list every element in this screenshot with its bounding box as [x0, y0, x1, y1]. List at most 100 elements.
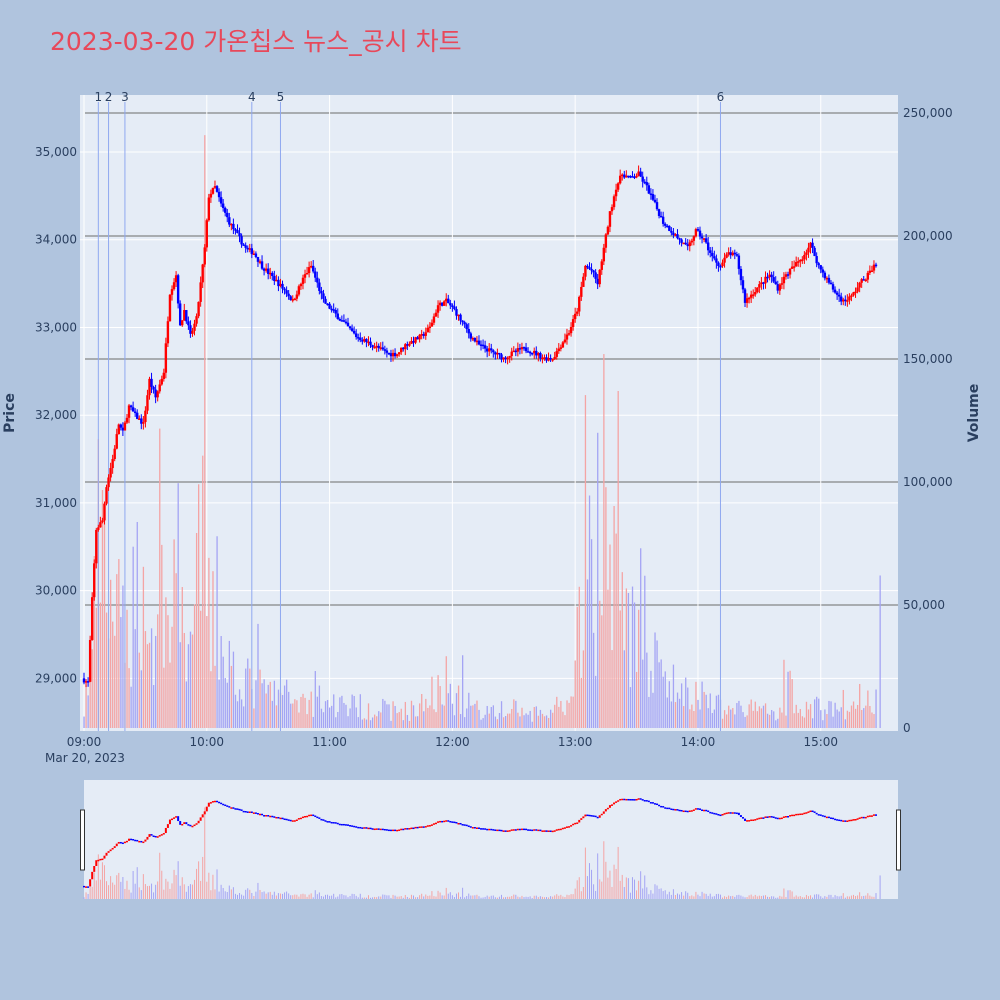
preview-volume-bar — [732, 895, 734, 899]
preview-volume-bar — [455, 893, 457, 899]
preview-candle — [549, 830, 552, 832]
preview-candle — [862, 816, 865, 819]
candle-body — [285, 290, 288, 294]
preview-volume-bar — [738, 894, 740, 899]
volume-bar — [703, 691, 705, 728]
preview-volume-bar — [224, 891, 226, 899]
candle-body — [682, 242, 685, 245]
preview-candle — [635, 798, 638, 801]
preview-volume-bar — [374, 896, 376, 899]
preview-volume-bar — [736, 895, 738, 899]
volume-bar — [263, 679, 265, 728]
preview-candle — [140, 840, 143, 843]
x-axis-date-label: Mar 20, 2023 — [45, 751, 125, 765]
preview-candle — [449, 820, 452, 823]
preview-candle — [107, 851, 110, 853]
volume-bar — [408, 720, 411, 728]
candle-body — [271, 272, 274, 277]
preview-candle — [637, 798, 640, 800]
candle-body — [709, 250, 712, 253]
preview-volume-bar — [601, 881, 603, 899]
volume-bar — [537, 715, 540, 728]
volume-bar — [371, 717, 374, 728]
preview-volume-bar — [106, 881, 108, 899]
volume-bar — [234, 694, 237, 728]
volume-bar — [732, 708, 734, 728]
preview-candle — [132, 839, 135, 841]
volume-bar — [290, 703, 292, 728]
volume-bar — [220, 636, 222, 728]
candle-body — [745, 298, 749, 303]
volume-bar — [844, 719, 847, 728]
preview-candle — [696, 808, 699, 810]
candle-body — [459, 314, 462, 321]
preview-volume-bar — [846, 896, 848, 899]
preview-volume-bar — [797, 896, 799, 899]
preview-volume-bar — [388, 895, 390, 899]
volume-bar — [283, 685, 286, 728]
volume-bar — [678, 698, 681, 728]
volume-bar — [226, 682, 228, 728]
candle-body — [440, 302, 444, 306]
volume-bar — [173, 539, 175, 728]
preview-volume-bar — [523, 897, 525, 899]
preview-candle — [551, 830, 554, 833]
candle-body — [780, 283, 784, 285]
candle-body — [430, 322, 434, 327]
preview-volume-bar — [631, 877, 633, 899]
preview-candle — [586, 814, 589, 817]
volume-bar — [795, 704, 797, 728]
volume-bar — [773, 711, 775, 728]
candle-body — [547, 357, 550, 361]
preview-volume-bar — [855, 896, 857, 899]
preview-volume-bar — [232, 887, 234, 899]
preview-candle — [291, 820, 294, 822]
preview-volume-bar — [805, 894, 807, 899]
preview-candle — [197, 820, 200, 824]
volume-bar — [449, 683, 452, 728]
volume-bar — [459, 714, 462, 728]
preview-candle — [813, 811, 816, 813]
preview-candle — [328, 821, 331, 823]
preview-candle — [580, 818, 583, 820]
preview-volume-bar — [138, 887, 140, 899]
volume-bar — [416, 716, 419, 728]
volume-bar — [376, 716, 378, 728]
preview-volume-bar — [693, 896, 695, 899]
preview-candle — [389, 829, 392, 832]
preview-candle — [271, 815, 274, 818]
preview-volume-bar — [824, 896, 826, 899]
preview-volume-bar — [490, 895, 492, 899]
preview-candle — [295, 819, 298, 822]
range-slider-right-handle[interactable] — [896, 809, 901, 871]
preview-volume-bar — [136, 867, 138, 899]
range-slider-background[interactable] — [84, 780, 898, 899]
preview-candle — [641, 799, 644, 801]
volume-bar — [652, 692, 654, 728]
preview-candle — [801, 813, 804, 815]
preview-candle — [162, 833, 165, 835]
preview-volume-bar — [564, 897, 566, 899]
candle-body — [797, 261, 800, 263]
preview-candle — [756, 818, 759, 820]
candle-body — [434, 312, 438, 317]
candle-body — [496, 352, 499, 355]
preview-candle — [713, 812, 716, 815]
preview-candle — [588, 814, 591, 817]
volume-bar — [488, 713, 490, 728]
preview-candle — [647, 800, 650, 803]
volume-bar — [496, 719, 499, 728]
preview-volume-bar — [392, 894, 394, 899]
candle-body — [700, 236, 704, 239]
candle-body — [623, 174, 626, 178]
preview-volume-bar — [820, 896, 822, 899]
candle-body — [221, 203, 225, 208]
preview-volume-bar — [541, 896, 543, 899]
candle-body — [121, 427, 125, 431]
preview-volume-bar — [519, 897, 521, 899]
range-slider-left-handle[interactable] — [80, 809, 85, 871]
preview-candle — [850, 819, 853, 822]
y2-tick-label: 100,000 — [903, 475, 953, 489]
preview-candle — [494, 829, 497, 831]
